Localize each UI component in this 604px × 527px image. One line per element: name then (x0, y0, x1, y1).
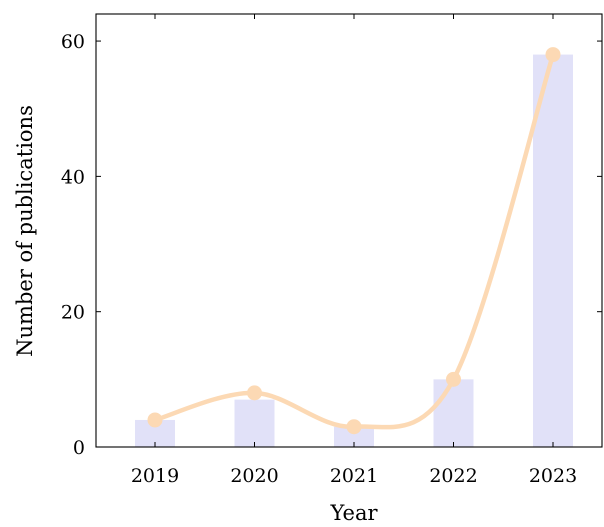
line-point-2022 (446, 371, 461, 387)
plot-frame (95, 13, 603, 448)
trend-line (152, 52, 556, 430)
y-tick-label-40: 40 (61, 166, 85, 188)
line-point-2019 (147, 412, 163, 428)
y-tick-label-0: 0 (73, 437, 85, 459)
bar-series (135, 54, 573, 447)
axes (95, 13, 603, 448)
y-tick-label-20: 20 (61, 302, 85, 324)
line-series (147, 47, 561, 435)
x-tick-label-2019: 2019 (131, 465, 179, 487)
line-point-2023 (545, 47, 561, 63)
x-tick-label-2020: 2020 (230, 465, 278, 487)
bar-2022 (433, 379, 474, 447)
x-tick-label-2023: 2023 (529, 465, 577, 487)
bar-2021 (334, 426, 374, 447)
line-point-2020 (247, 385, 262, 401)
tick-labels: 2019 2020 2021 2022 2023 0 20 40 60 (61, 31, 577, 487)
y-tick-label-60: 60 (61, 31, 85, 53)
y-axis-label: Number of publications (13, 105, 37, 357)
x-tick-label-2022: 2022 (429, 465, 477, 487)
bar-2023 (533, 54, 573, 447)
x-tick-label-2021: 2021 (330, 465, 378, 487)
bar-2020 (234, 399, 275, 447)
line-point-2021 (346, 419, 362, 435)
x-axis-label: Year (329, 501, 378, 525)
